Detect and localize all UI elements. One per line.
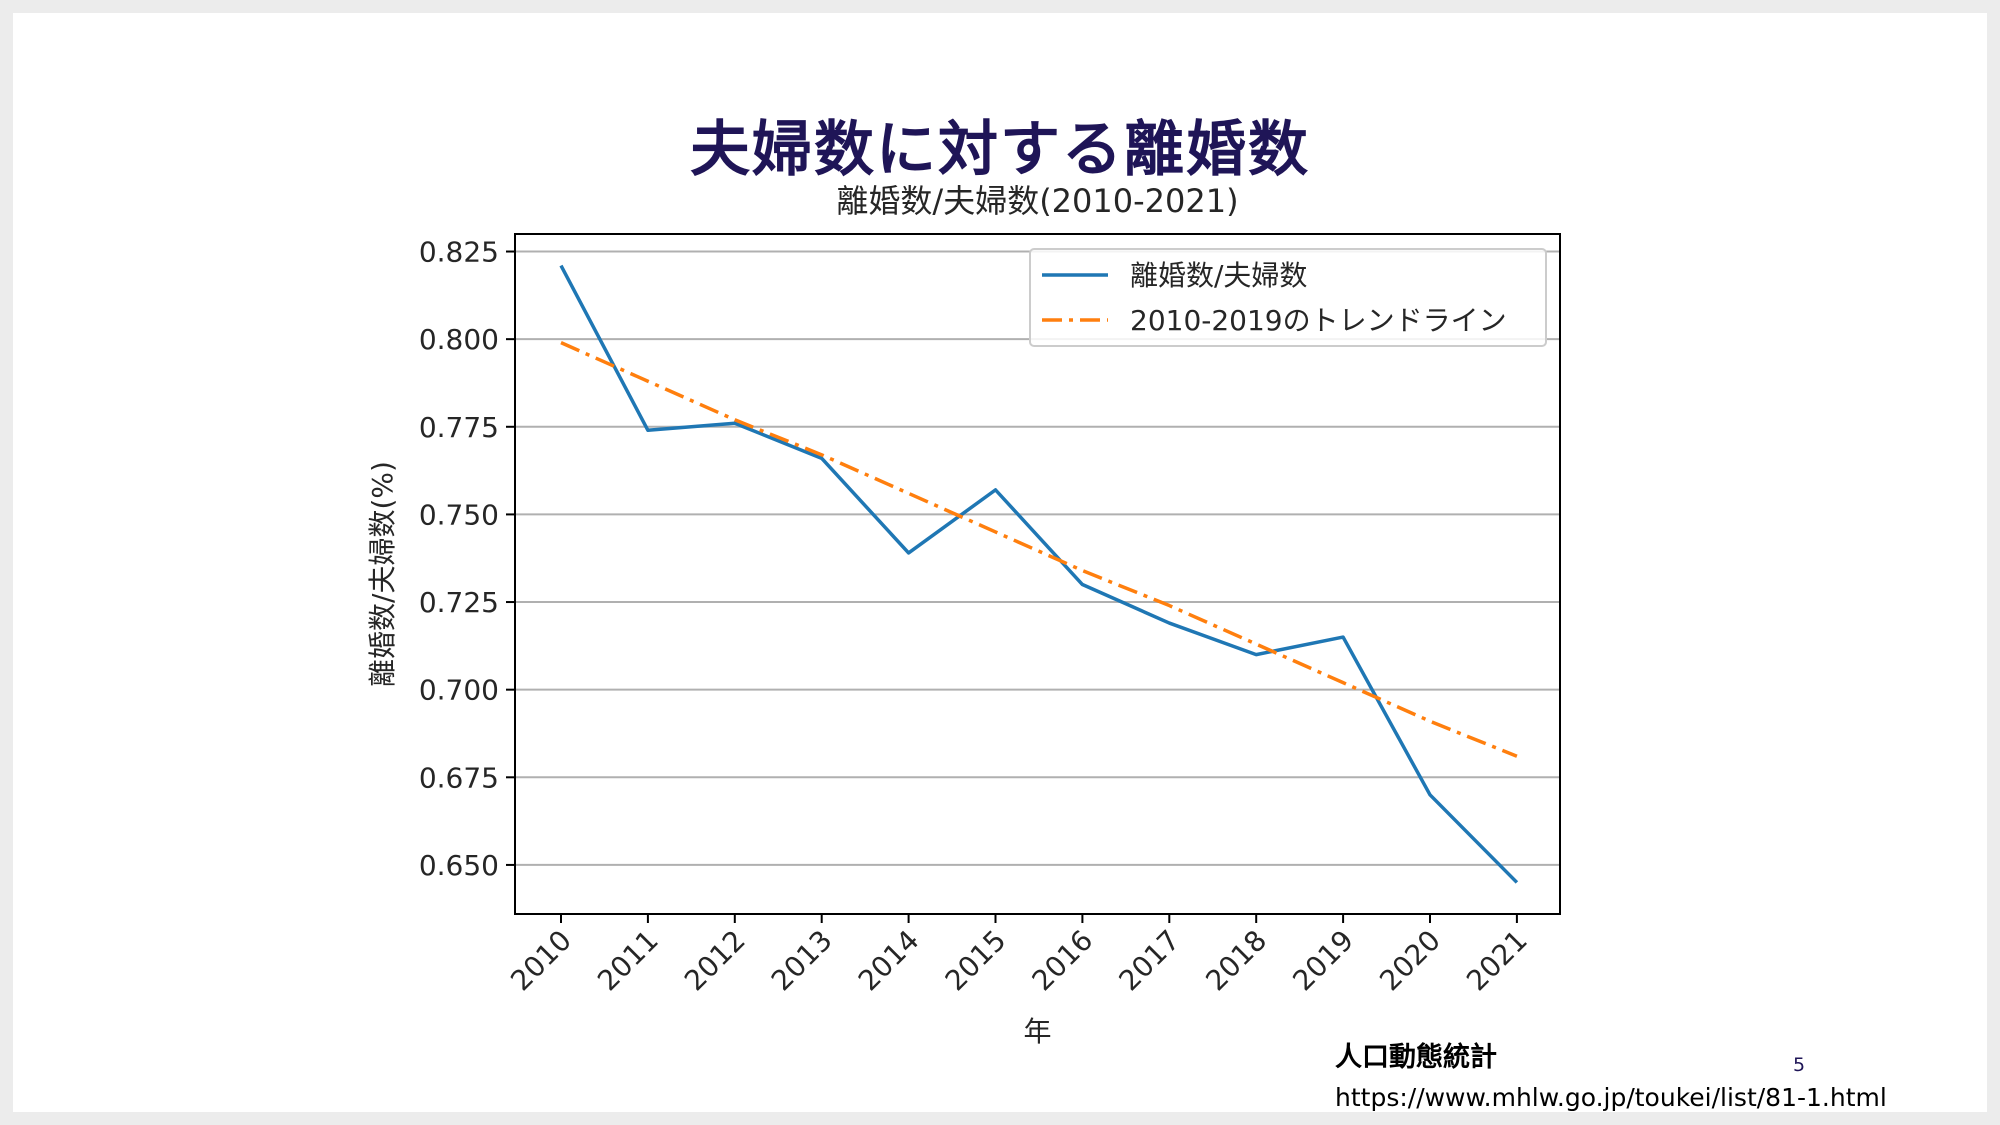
series-line xyxy=(559,264,1519,884)
x-tick-label: 2010 xyxy=(504,924,578,998)
legend-box xyxy=(1029,248,1547,347)
slide: 夫婦数に対する離婚数 人口動態統計 https://www.mhlw.go.jp… xyxy=(13,13,1987,1112)
series-lines xyxy=(559,264,1519,884)
y-tick-label: 0.775 xyxy=(419,411,499,444)
x-axis-ticks: 2010 2011 2012 2013 2014 2015 2016 2017 2018 2019… xyxy=(504,914,1534,997)
y-tick-label: 0.650 xyxy=(419,849,499,882)
x-tick-label: 2017 xyxy=(1113,924,1187,998)
y-axis-label: 離婚数/夫婦数(%) xyxy=(366,461,399,687)
plot-frame xyxy=(514,233,1561,915)
y-tick-label: 0.825 xyxy=(419,236,499,269)
legend-label: 2010-2019のトレンドライン xyxy=(1130,304,1507,337)
y-tick-label: 0.725 xyxy=(419,586,499,619)
page-number: 5 xyxy=(1793,1054,1806,1076)
x-tick-label: 2016 xyxy=(1026,924,1100,998)
x-tick-label: 2020 xyxy=(1373,924,1447,998)
y-tick-label: 0.675 xyxy=(419,761,499,794)
slide-title: 夫婦数に対する離婚数 xyxy=(690,115,1310,185)
source-url[interactable]: https://www.mhlw.go.jp/toukei/list/81-1.… xyxy=(1335,1083,1887,1112)
x-tick-label: 2012 xyxy=(678,924,752,998)
x-tick-label: 2013 xyxy=(765,924,839,998)
x-tick-label: 2018 xyxy=(1199,924,1273,998)
x-axis-label: 年 xyxy=(1023,1015,1051,1048)
y-tick-label: 0.750 xyxy=(419,498,499,531)
x-tick-label: 2011 xyxy=(591,924,665,998)
x-tick-label: 2019 xyxy=(1286,924,1360,998)
y-axis-ticks: 0.650 0.675 0.700 0.725 0.750 0.775 0.800 0.825 xyxy=(419,236,515,882)
legend-label: 離婚数/夫婦数 xyxy=(1130,259,1307,292)
x-tick-label: 2015 xyxy=(939,924,1013,998)
source-name: 人口動態統計 xyxy=(1335,1042,1497,1073)
x-tick-label: 2021 xyxy=(1460,924,1534,998)
y-tick-label: 0.700 xyxy=(419,674,499,707)
series-line xyxy=(560,341,1518,758)
legend: 離婚数/夫婦数 2010-2019のトレンドライン xyxy=(1029,248,1547,347)
chart-title: 離婚数/夫婦数(2010-2021) xyxy=(836,182,1238,220)
x-tick-label: 2014 xyxy=(852,924,926,998)
y-tick-label: 0.800 xyxy=(419,323,499,356)
